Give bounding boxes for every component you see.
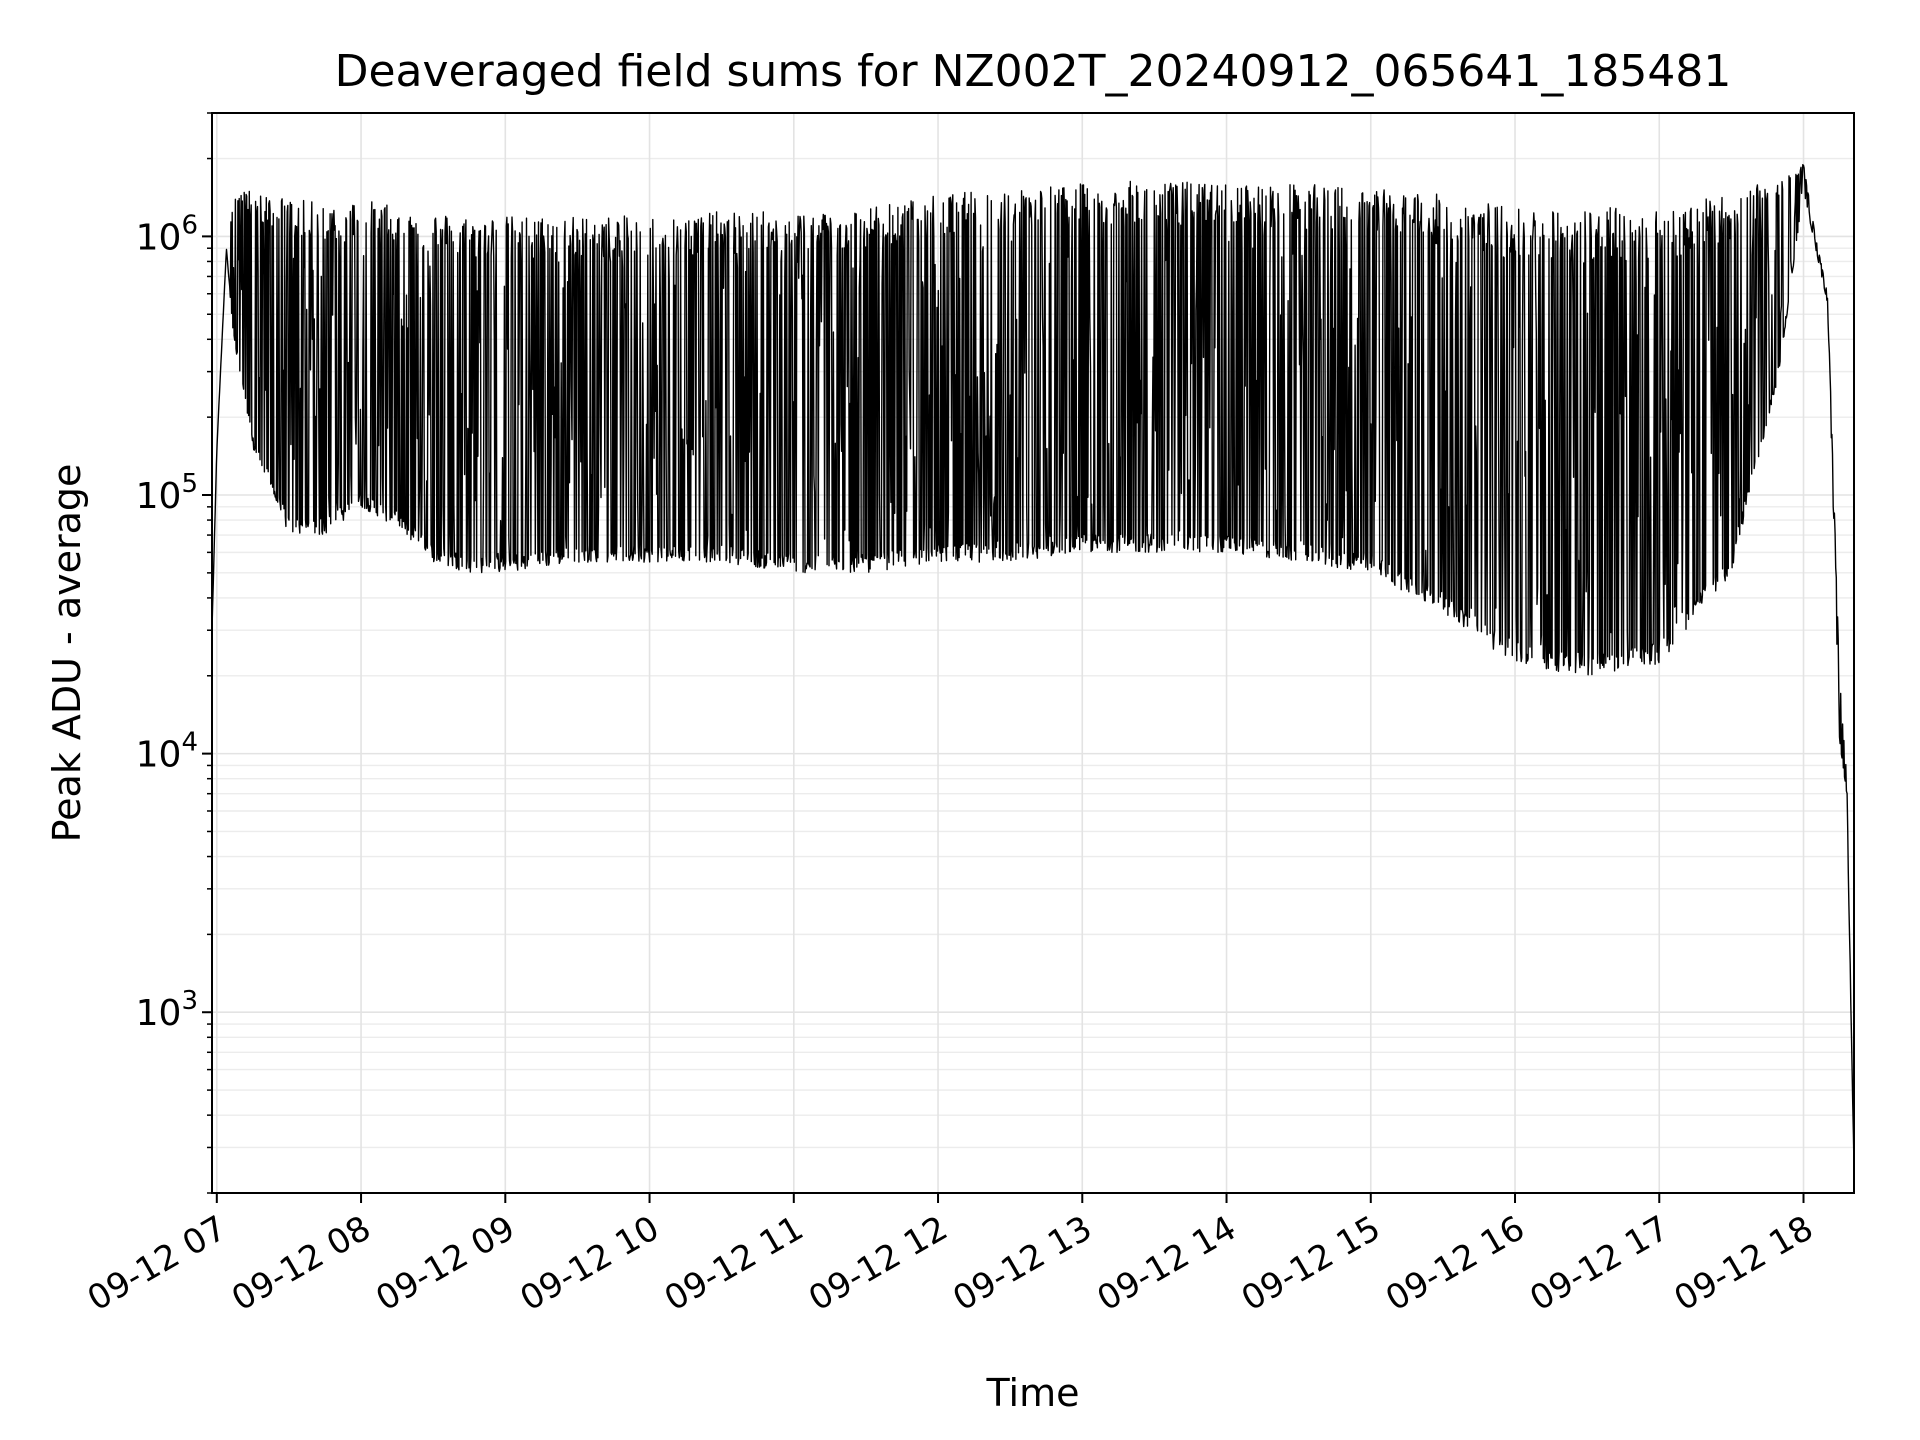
x-tick-label: 09-12 07 [81, 1208, 233, 1319]
plot-frame [211, 112, 1855, 1194]
x-tick-label: 09-12 16 [1379, 1208, 1531, 1319]
x-tick-label: 09-12 13 [946, 1208, 1098, 1319]
x-tick-label: 09-12 11 [658, 1208, 810, 1319]
x-tick-label: 09-12 15 [1235, 1208, 1387, 1319]
x-tick-label: 09-12 09 [369, 1208, 521, 1319]
y-tick-label: 104 [136, 728, 198, 776]
x-tick-label: 09-12 17 [1523, 1208, 1675, 1319]
x-tick-label: 09-12 18 [1668, 1208, 1820, 1319]
y-tick-label: 103 [136, 986, 198, 1034]
x-tick-label: 09-12 12 [802, 1208, 954, 1319]
y-axis-label: Peak ADU - average [45, 464, 89, 843]
y-tick-label: 106 [136, 210, 198, 258]
x-tick-label: 09-12 08 [225, 1208, 377, 1319]
chart-title: Deaveraged field sums for NZ002T_2024091… [335, 46, 1732, 97]
x-tick-label: 09-12 10 [514, 1208, 666, 1319]
series-line [211, 164, 1855, 1168]
series-layer [211, 164, 1855, 1168]
y-tick-label: 105 [136, 469, 198, 517]
x-axis-label: Time [986, 1371, 1080, 1415]
x-tick-label: 09-12 14 [1091, 1208, 1243, 1319]
